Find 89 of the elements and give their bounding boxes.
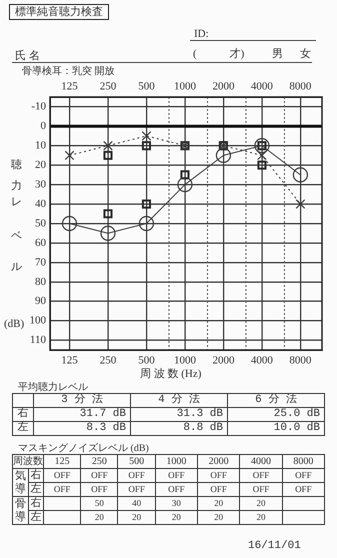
- y-tick-label: 60: [35, 236, 46, 249]
- x-tick-label: 125: [61, 354, 78, 366]
- text: 50: [80, 496, 118, 510]
- y-tick-label: 110: [30, 334, 46, 346]
- text: ID:: [190, 28, 316, 41]
- text: 左: [12, 422, 34, 436]
- text: 20: [118, 510, 156, 524]
- text: 125: [54, 456, 70, 467]
- text: OFF: [155, 482, 198, 496]
- x-tick-label: 8000: [289, 354, 312, 366]
- text: 20: [155, 510, 198, 524]
- text: 8.8 dB: [130, 422, 228, 436]
- text: 骨導検耳：乳突 開放: [22, 64, 114, 78]
- text: (dB): [4, 318, 24, 330]
- text: 左: [28, 510, 44, 524]
- text: OFF: [80, 482, 118, 496]
- text: 気導: [13, 470, 28, 496]
- text: 250: [100, 80, 117, 92]
- text: 20: [198, 510, 240, 524]
- text: 31.3 dB: [130, 408, 228, 422]
- text: 平均聴力レベル: [18, 380, 88, 394]
- text: OFF: [198, 468, 240, 482]
- x-tick-label: 250: [100, 354, 117, 366]
- text: 女: [300, 47, 311, 61]
- y-tick-label: 40: [35, 198, 46, 210]
- x-tick-label: 4000: [250, 354, 274, 366]
- text: 20: [240, 510, 282, 524]
- y-tick-label: 20: [35, 159, 46, 172]
- text: OFF: [240, 482, 282, 496]
- y-axis-title: 聴力レベル: [10, 150, 22, 288]
- chart-title: 標準純音聴力検査: [9, 4, 109, 20]
- y-tick-label: 30: [35, 178, 46, 190]
- text: 500: [138, 80, 156, 92]
- text: OFF: [80, 468, 118, 482]
- text: 4 分 法: [130, 394, 228, 408]
- text: 4000: [250, 80, 274, 92]
- text: 31.7 dB: [34, 408, 130, 422]
- text: 1000: [174, 80, 196, 92]
- text: 周波数: [12, 454, 44, 468]
- text: OFF: [44, 482, 81, 496]
- y-tick-label: 90: [35, 295, 46, 308]
- text: 16/11/01: [248, 540, 301, 552]
- text: OFF: [44, 468, 81, 482]
- y-tick-label: 10: [35, 140, 46, 152]
- text: OFF: [198, 482, 240, 496]
- text: 右: [12, 408, 34, 422]
- text: 40: [118, 496, 156, 510]
- text: 6 分 法: [228, 394, 324, 408]
- text: マスキングノイズレベル (dB): [18, 442, 149, 455]
- text: 125: [61, 80, 78, 92]
- y-tick-label: 100: [30, 314, 46, 327]
- x-tick-label: 2000: [212, 354, 235, 366]
- x-tick-label: 500: [138, 354, 156, 366]
- text: 10.0 dB: [228, 422, 324, 436]
- y-tick-label: 80: [35, 276, 46, 288]
- text: 8000: [293, 456, 314, 467]
- text: 骨導: [13, 498, 28, 524]
- text: 8000: [289, 80, 312, 92]
- x-axis-title: 周 波 数 (Hz): [140, 367, 202, 381]
- text: OFF: [282, 482, 324, 496]
- text: 2000: [208, 456, 229, 467]
- text: 男: [272, 47, 283, 61]
- y-tick-label: 0: [40, 120, 46, 132]
- text: 1000: [166, 456, 186, 467]
- text: ( 才): [193, 47, 244, 61]
- text: 20: [240, 496, 282, 510]
- text: 右: [28, 468, 44, 482]
- text: OFF: [240, 468, 282, 482]
- text: 4000: [250, 456, 271, 467]
- y-tick-label: -10: [31, 100, 46, 113]
- text: 2000: [212, 80, 235, 92]
- text: OFF: [118, 468, 156, 482]
- text: 3 分 法: [34, 394, 130, 408]
- text: 右: [28, 496, 44, 510]
- text: 左: [28, 482, 44, 496]
- text: OFF: [282, 468, 324, 482]
- text: 20: [198, 496, 240, 510]
- text: OFF: [155, 468, 198, 482]
- text: 8.3 dB: [34, 422, 130, 436]
- text: 30: [155, 496, 198, 510]
- y-tick-label: 70: [35, 256, 46, 268]
- text: 25.0 dB: [228, 408, 324, 422]
- text: OFF: [118, 482, 156, 496]
- y-tick-label: 50: [35, 217, 46, 230]
- text: 20: [80, 510, 118, 524]
- text: 250: [92, 456, 107, 467]
- text: 500: [129, 456, 144, 467]
- text: 氏 名: [15, 49, 40, 63]
- x-tick-label: 1000: [174, 354, 196, 366]
